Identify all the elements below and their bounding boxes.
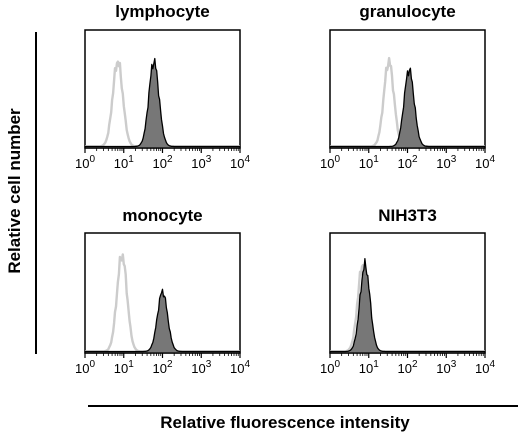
panel-title-nih3t3: NIH3T3 [378, 206, 437, 225]
x-tick-label: 102 [152, 359, 172, 376]
y-axis-bracket-line [35, 32, 37, 354]
x-tick-label: 104 [230, 154, 250, 171]
x-tick-label: 100 [75, 359, 95, 376]
x-tick-label: 101 [359, 359, 379, 376]
x-axis-bracket-line [88, 405, 518, 407]
panel-title-lymphocyte: lymphocyte [115, 2, 210, 21]
x-tick-label: 104 [475, 359, 495, 376]
x-tick-label: 100 [75, 154, 95, 171]
x-tick-label: 101 [114, 359, 134, 376]
x-tick-label: 102 [397, 154, 417, 171]
x-tick-label: 103 [436, 359, 456, 376]
x-tick-label: 101 [114, 154, 134, 171]
x-axis-label: Relative fluorescence intensity [160, 413, 410, 432]
x-tick-label: 103 [436, 154, 456, 171]
filled-histogram [329, 258, 486, 354]
x-tick-label: 100 [320, 359, 340, 376]
x-tick-label: 103 [191, 154, 211, 171]
x-tick-label: 102 [397, 359, 417, 376]
filled-histogram [84, 288, 241, 354]
panel-lymphocyte: 100 101 102 103 104 [75, 29, 250, 171]
panel-granulocyte: 100 101 102 103 104 [320, 29, 495, 171]
filled-histogram [84, 57, 241, 149]
x-tick-label: 102 [152, 154, 172, 171]
x-tick-label: 104 [475, 154, 495, 171]
filled-histogram [329, 67, 486, 149]
x-tick-label: 103 [191, 359, 211, 376]
x-tick-label: 100 [320, 154, 340, 171]
panel-title-monocyte: monocyte [122, 206, 203, 225]
x-tick-label: 101 [359, 154, 379, 171]
panel-monocyte: 100 101 102 103 104 [75, 232, 250, 376]
x-tick-label: 104 [230, 359, 250, 376]
panel-nih3t3: 100 101 102 103 104 [320, 232, 495, 376]
panel-title-granulocyte: granulocyte [359, 2, 456, 21]
